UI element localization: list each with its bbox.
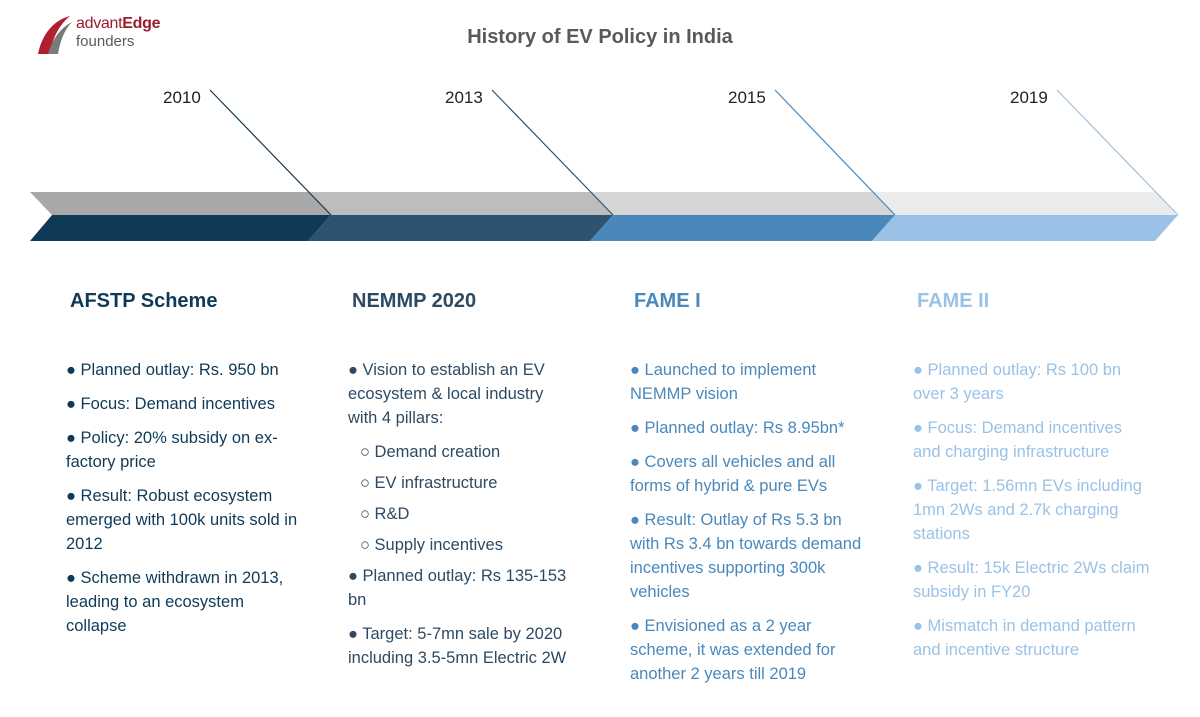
- sub-list-item: ○ Supply incentives: [360, 536, 503, 554]
- phase-title-nemmp: NEMMP 2020: [352, 290, 477, 312]
- timeline-bottom-seg-3: [590, 215, 895, 241]
- year-pointer-2019: [1056, 89, 1179, 216]
- timeline-bottom-seg-1: [30, 215, 331, 241]
- sub-list-item: ○ Demand creation: [360, 443, 501, 461]
- list-item: ● Focus: Demand incentives and charging …: [913, 419, 1122, 461]
- list-item: ● Result: Outlay of Rs 5.3 bn with Rs 3.…: [630, 511, 862, 601]
- list-item: ● Focus: Demand incentives: [66, 395, 275, 413]
- phase-title-fame1: FAME I: [634, 290, 701, 312]
- list-item: ● Scheme withdrawn in 2013, leading to a…: [66, 569, 284, 635]
- year-label-2015: 2015: [728, 88, 766, 107]
- logo-arc-icon: [38, 16, 72, 54]
- sub-list-item: ○ EV infrastructure: [360, 474, 498, 492]
- phase-details-nemmp: ● Vision to establish an EV ecosystem & …: [348, 358, 568, 680]
- phase-details-fame2: ● Planned outlay: Rs 100 bn over 3 years…: [913, 358, 1153, 672]
- list-item: ● Mismatch in demand pattern and incenti…: [913, 617, 1136, 659]
- page-title: History of EV Policy in India: [467, 26, 733, 48]
- list-item: ● Target: 5-7mn sale by 2020 including 3…: [348, 625, 567, 667]
- logo-subtext: founders: [76, 33, 135, 50]
- year-label-2019: 2019: [1010, 88, 1048, 107]
- list-item: ● Policy: 20% subsidy on ex-factory pric…: [66, 429, 278, 471]
- logo-brand-a: advant: [76, 15, 123, 32]
- timeline-top-seg-3: [590, 192, 895, 215]
- list-item: ● Target: 1.56mn EVs including 1mn 2Ws a…: [913, 477, 1142, 543]
- phase-title-fame2: FAME II: [917, 290, 990, 312]
- sub-list-item: ○ R&D: [360, 505, 410, 523]
- timeline-top-seg-4: [872, 192, 1178, 215]
- company-logo: advantEdge founders: [34, 14, 174, 56]
- list-item: ● Planned outlay: Rs. 950 bn: [66, 361, 279, 379]
- logo-brand-b: Edge: [122, 15, 161, 32]
- list-item: ● Launched to implement NEMMP vision: [630, 361, 817, 403]
- year-pointer-2010: [209, 89, 332, 216]
- logo-wordmark: advantEdge: [76, 15, 160, 33]
- timeline-top-seg-2: [308, 192, 613, 215]
- timeline-bottom-seg-2: [308, 215, 613, 241]
- timeline-arrow: [30, 89, 1179, 241]
- list-item: ● Covers all vehicles and all forms of h…: [630, 453, 836, 495]
- phase-details-fame1: ● Launched to implement NEMMP vision ● P…: [630, 358, 870, 696]
- list-item: ● Planned outlay: Rs 100 bn over 3 years: [913, 361, 1122, 403]
- list-item: ● Envisioned as a 2 year scheme, it was …: [630, 617, 836, 683]
- year-label-2010: 2010: [163, 88, 201, 107]
- list-item: ● Planned outlay: Rs 8.95bn*: [630, 419, 845, 437]
- year-label-2013: 2013: [445, 88, 483, 107]
- list-item: ● Planned outlay: Rs 135-153 bn: [348, 567, 567, 609]
- list-item: ● Vision to establish an EV ecosystem & …: [348, 361, 545, 427]
- phase-title-afstp: AFSTP Scheme: [70, 290, 218, 312]
- timeline-top-seg-1: [30, 192, 331, 215]
- year-pointer-2015: [774, 89, 896, 216]
- list-item: ● Result: 15k Electric 2Ws claim subsidy…: [913, 559, 1150, 601]
- phase-details-afstp: ● Planned outlay: Rs. 950 bn ● Focus: De…: [66, 358, 301, 648]
- timeline-bottom-seg-4: [872, 215, 1178, 241]
- list-item: ● Result: Robust ecosystem emerged with …: [66, 487, 298, 553]
- year-pointer-2013: [491, 89, 614, 216]
